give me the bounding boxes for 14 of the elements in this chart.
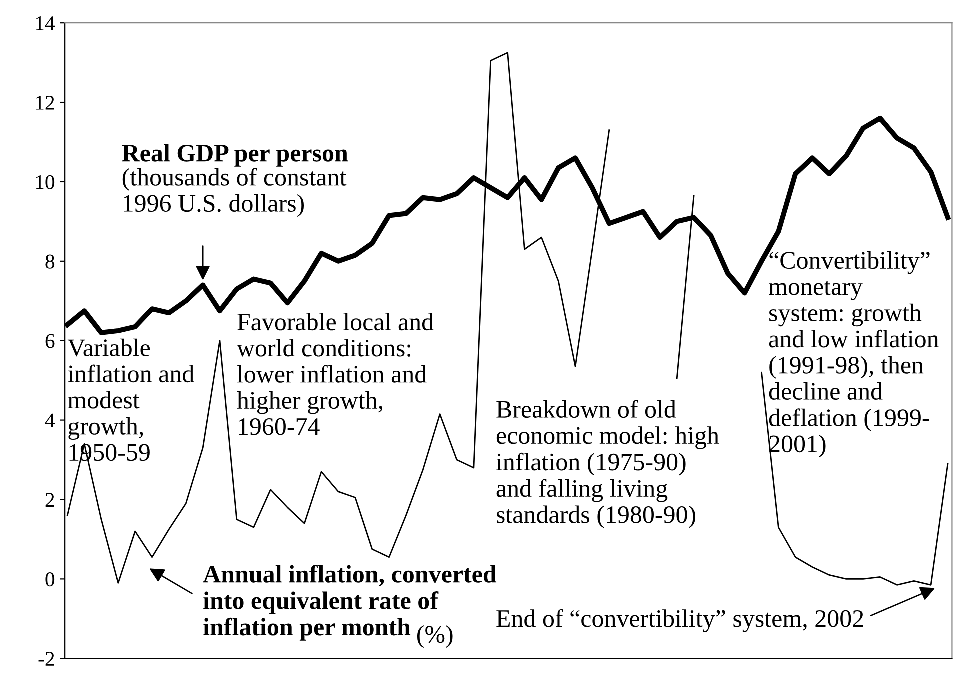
annotation: Favorable local and world conditions: lower inflation and higher growth, 1960-74 xyxy=(236,313,434,436)
y-tick-label: 0 xyxy=(46,572,55,587)
y-tick-label: 12 xyxy=(36,96,54,110)
annotation: Breakdown of old economic model: high inflation (1975-90) and falling living standards (1980-90) xyxy=(496,400,720,528)
y-tick-label: 8 xyxy=(46,254,55,269)
y-tick-label: 6 xyxy=(46,334,55,348)
annotation: End of “convertibility” system, 2002 xyxy=(496,609,864,632)
y-tick-label: 10 xyxy=(36,175,55,190)
text: Real GDP per person xyxy=(122,144,348,167)
y-tick-label: 14 xyxy=(36,16,56,30)
annotation: (thousands of constant 1996 U.S. dollars) xyxy=(122,168,347,218)
y-tick-label: 2 xyxy=(46,493,54,507)
y-tick-label: -2 xyxy=(38,652,54,666)
y-tick-label: 4 xyxy=(45,414,56,428)
